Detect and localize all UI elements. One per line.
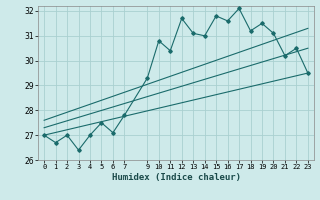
X-axis label: Humidex (Indice chaleur): Humidex (Indice chaleur) <box>111 173 241 182</box>
